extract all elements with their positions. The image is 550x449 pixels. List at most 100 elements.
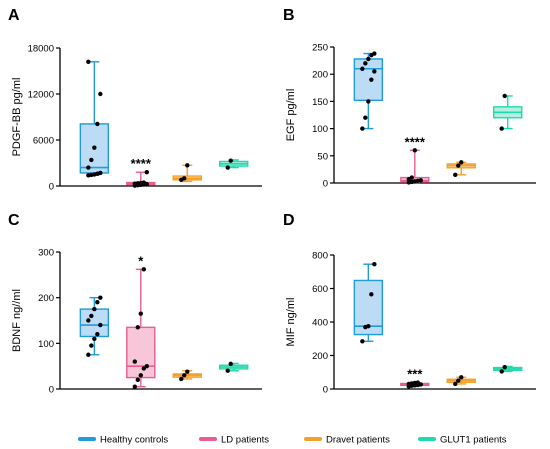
data-point (98, 170, 103, 176)
data-point (502, 93, 507, 99)
box-group-healthy (79, 59, 110, 178)
data-point (92, 306, 97, 312)
data-point (369, 292, 374, 297)
y-tick-label: 0 (323, 385, 328, 396)
y-axis-label: EGF pg/ml (285, 89, 297, 142)
legend-label: GLUT1 patients (440, 435, 507, 446)
data-point (95, 332, 100, 337)
data-point (363, 115, 368, 120)
y-tick-label: 200 (38, 293, 54, 304)
box-group-glut1 (219, 361, 249, 373)
y-tick-label: 800 (312, 251, 328, 262)
data-point (459, 375, 464, 380)
data-point (95, 300, 100, 305)
panel-letter: A (8, 7, 20, 24)
data-point (132, 384, 137, 389)
data-point (185, 369, 190, 374)
panel-letter: D (283, 212, 295, 229)
box-group-dravet (446, 160, 476, 178)
data-point (456, 163, 461, 168)
data-point (372, 69, 377, 74)
legend-item: Dravet patients (304, 435, 390, 446)
significance-label: **** (131, 156, 152, 171)
data-point (366, 56, 371, 62)
data-point (360, 126, 365, 131)
y-tick-label: 18000 (28, 44, 54, 55)
data-point (372, 51, 377, 56)
data-point (418, 178, 423, 183)
y-tick-label: 50 (317, 151, 328, 162)
data-point (412, 148, 417, 153)
data-point (499, 369, 504, 374)
data-point (98, 295, 103, 300)
data-point (86, 59, 91, 64)
data-point (502, 365, 507, 370)
data-point (138, 373, 143, 378)
box (79, 123, 110, 174)
data-point (141, 180, 146, 185)
y-tick-label: 100 (312, 124, 328, 135)
legend-label: LD patients (221, 435, 269, 446)
box-group-dravet (172, 163, 202, 183)
data-point (225, 368, 230, 373)
data-point (135, 377, 140, 383)
y-tick-label: 600 (312, 284, 328, 295)
data-point (415, 380, 420, 385)
data-point (366, 99, 371, 104)
y-tick-label: 6000 (33, 136, 54, 147)
data-point (456, 378, 461, 383)
box (79, 308, 110, 338)
y-tick-label: 0 (49, 385, 54, 396)
data-point (92, 145, 97, 150)
box-group-glut1 (493, 93, 523, 131)
data-point (86, 352, 91, 357)
legend-item: GLUT1 patients (418, 435, 507, 446)
legend-label: Dravet patients (326, 435, 390, 446)
data-point (360, 339, 365, 344)
y-tick-label: 200 (312, 351, 328, 362)
y-tick-label: 100 (38, 339, 54, 350)
y-tick-label: 150 (312, 97, 328, 108)
box-group-healthy (353, 51, 384, 131)
data-point (360, 66, 365, 71)
box-group-dravet (172, 369, 202, 382)
data-point (132, 359, 137, 364)
box-group-healthy (79, 295, 110, 357)
significance-label: * (138, 253, 144, 268)
y-tick-label: 0 (323, 179, 328, 190)
data-point (98, 322, 103, 328)
y-tick-label: 400 (312, 318, 328, 329)
data-point (499, 126, 504, 131)
data-point (453, 381, 458, 387)
panel-a: A PDGF-BB pg/ml 0 6000 12000 18000 **** (8, 7, 262, 193)
data-point (453, 172, 458, 178)
data-point (225, 165, 230, 170)
box-group-dravet (446, 375, 476, 387)
data-point (141, 267, 146, 272)
box-group-glut1 (493, 365, 523, 374)
box (353, 58, 384, 102)
y-axis-label: MIF ng/ml (285, 298, 297, 347)
panel-letter: B (283, 7, 295, 24)
data-point (366, 323, 371, 329)
y-tick-label: 0 (49, 182, 54, 193)
data-point (363, 61, 368, 66)
data-point (228, 361, 233, 367)
box-group-ld: **** (126, 156, 156, 188)
y-tick-label: 300 (38, 248, 54, 259)
data-point (369, 77, 374, 82)
panel-d: D MIF ng/ml 0 200 400 600 800 *** (283, 212, 536, 396)
data-point (182, 176, 187, 181)
data-point (141, 366, 146, 371)
data-point (409, 175, 414, 180)
data-point (182, 373, 187, 378)
data-point (86, 165, 91, 170)
data-point (228, 158, 233, 163)
y-tick-label: 200 (312, 70, 328, 81)
legend-item: Healthy controls (78, 435, 168, 446)
box-group-ld: *** (400, 367, 430, 389)
data-point (95, 121, 100, 127)
significance-label: *** (407, 367, 423, 382)
